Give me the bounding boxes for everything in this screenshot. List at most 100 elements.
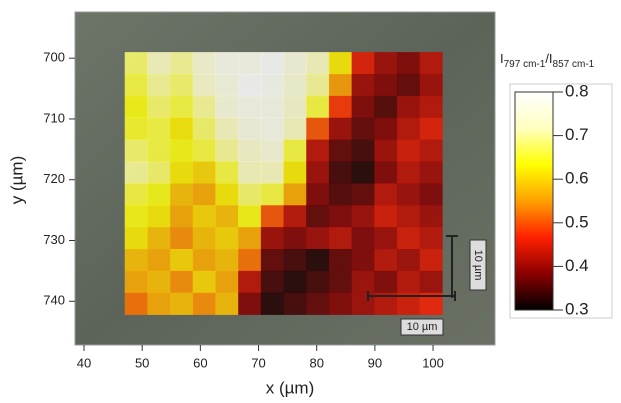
- heatmap-cell: [238, 248, 262, 272]
- heatmap-cell: [238, 161, 262, 184]
- heatmap-cell: [396, 292, 420, 315]
- heatmap-cell: [351, 183, 375, 206]
- heatmap-cell: [260, 117, 284, 140]
- heatmap-cell: [215, 161, 239, 184]
- heatmap-cell: [419, 161, 443, 184]
- heatmap-cell: [283, 139, 307, 162]
- heatmap-cell: [192, 292, 216, 315]
- heatmap-cell: [260, 227, 284, 250]
- heatmap-cell: [192, 205, 216, 228]
- heatmap-cell: [124, 183, 148, 206]
- y-tick-label: 740: [43, 293, 65, 308]
- y-axis-label: y (µm): [7, 156, 26, 205]
- heatmap-cell: [396, 117, 420, 140]
- heatmap-cell: [419, 205, 443, 228]
- heatmap-cell: [374, 270, 398, 294]
- heatmap-cell: [215, 270, 239, 294]
- heatmap-cell: [260, 139, 284, 162]
- heatmap-cell: [124, 52, 148, 75]
- heatmap-cell: [238, 52, 262, 75]
- heatmap-cell: [396, 248, 420, 272]
- heatmap-cell: [192, 73, 216, 97]
- heatmap-cell: [170, 161, 194, 184]
- heatmap-cell: [283, 270, 307, 294]
- heatmap-cell: [192, 117, 216, 140]
- y-tick-label: 730: [43, 232, 65, 247]
- heatmap-cell: [260, 248, 284, 272]
- heatmap-cell: [283, 183, 307, 206]
- heatmap-cell: [147, 95, 171, 119]
- heatmap-cell: [238, 205, 262, 228]
- heatmap-cell: [260, 292, 284, 315]
- heatmap-cell: [306, 248, 330, 272]
- heatmap-cell: [192, 227, 216, 250]
- heatmap-cell: [238, 117, 262, 140]
- heatmap-cell: [192, 95, 216, 119]
- heatmap-cell: [419, 52, 443, 75]
- heatmap-cell: [147, 205, 171, 228]
- heatmap-cell: [260, 161, 284, 184]
- heatmap-cell: [328, 73, 352, 97]
- heatmap-cell: [396, 52, 420, 75]
- heatmap-cell: [306, 227, 330, 250]
- scale-bars: [367, 235, 458, 301]
- heatmap-cell: [306, 161, 330, 184]
- heatmap-cell: [419, 139, 443, 162]
- heatmap-cell: [147, 248, 171, 272]
- heatmap-cell: [283, 248, 307, 272]
- heatmap-cell: [351, 73, 375, 97]
- heatmap-cell: [170, 292, 194, 315]
- heatmap-cell: [283, 227, 307, 250]
- x-tick-label: 100: [422, 355, 444, 370]
- heatmap-cell: [396, 73, 420, 97]
- heatmap-cell: [238, 270, 262, 294]
- heatmap-cell: [306, 292, 330, 315]
- heatmap-cell: [374, 248, 398, 272]
- heatmap-cell: [374, 95, 398, 119]
- heatmap-cell: [283, 117, 307, 140]
- heatmap-cell: [215, 73, 239, 97]
- colorbar-tick-label: 0.7: [565, 125, 589, 144]
- heatmap-cell: [419, 117, 443, 140]
- heatmap-cell: [396, 227, 420, 250]
- heatmap-cell: [215, 292, 239, 315]
- heatmap-cell: [351, 52, 375, 75]
- colorbar: [514, 91, 554, 311]
- heatmap-cell: [260, 95, 284, 119]
- colorbar-label-part: /I: [545, 51, 552, 66]
- heatmap-cell: [374, 227, 398, 250]
- heatmap-cell: [283, 205, 307, 228]
- heatmap-cell: [215, 183, 239, 206]
- heatmap-cell: [328, 227, 352, 250]
- heatmap-cell: [147, 292, 171, 315]
- colorbar-label: I797 cm-1/I857 cm-1: [500, 51, 595, 69]
- x-tick-label: 70: [251, 355, 265, 370]
- annotation: 10 µm: [407, 321, 438, 333]
- heatmap-cell: [419, 270, 443, 294]
- heatmap-cell: [215, 117, 239, 140]
- heatmap-cell: [124, 292, 148, 315]
- heatmap-cell: [147, 183, 171, 206]
- heatmap-cell: [124, 139, 148, 162]
- heatmap-cell: [351, 161, 375, 184]
- heatmap-cell: [238, 73, 262, 97]
- heatmap-cell: [170, 227, 194, 250]
- heatmap-cell: [147, 117, 171, 140]
- x-tick-label: 60: [193, 355, 207, 370]
- heatmap-cell: [396, 139, 420, 162]
- colorbar-tick-label: 0.4: [565, 256, 589, 275]
- heatmap-cell: [215, 227, 239, 250]
- heatmap-cell: [419, 183, 443, 206]
- heatmap-cell: [306, 270, 330, 294]
- heatmap-cell: [351, 117, 375, 140]
- heatmap-cell: [170, 183, 194, 206]
- heatmap-cell: [283, 161, 307, 184]
- heatmap-cell: [124, 95, 148, 119]
- heatmap-cell: [238, 292, 262, 315]
- heatmap-cell: [283, 292, 307, 315]
- colorbar-tick-label: 0.8: [565, 81, 589, 100]
- heatmap-cell: [260, 183, 284, 206]
- heatmap-cell: [306, 183, 330, 206]
- heatmap-cell: [147, 161, 171, 184]
